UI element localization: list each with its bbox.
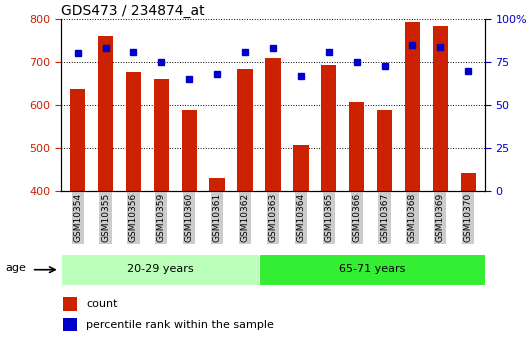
Bar [154,79,169,191]
Bar [266,58,280,191]
Text: age: age [5,263,26,273]
Bar [126,71,141,191]
Text: 65-71 years: 65-71 years [339,264,405,274]
Text: GDS473 / 234874_at: GDS473 / 234874_at [61,4,205,18]
Text: percentile rank within the sample: percentile rank within the sample [86,320,274,330]
Bar [98,36,113,191]
Bar [293,145,308,191]
Bar [209,178,225,191]
Bar [182,109,197,191]
Bar [349,102,364,191]
Text: count: count [86,299,118,309]
Bar [63,297,77,310]
Bar [70,89,85,191]
Bar [321,65,337,191]
Bar [461,173,476,191]
Bar [61,254,259,285]
Bar [259,254,485,285]
Bar [377,110,392,191]
Bar [63,318,77,331]
Bar [405,22,420,191]
Text: 20-29 years: 20-29 years [127,264,193,274]
Bar [237,69,253,191]
Bar [432,26,448,191]
